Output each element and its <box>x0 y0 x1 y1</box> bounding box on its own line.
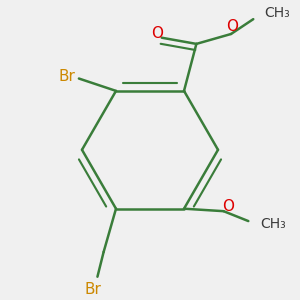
Text: O: O <box>151 26 163 41</box>
Text: Br: Br <box>58 68 75 83</box>
Text: O: O <box>223 199 235 214</box>
Text: CH₃: CH₃ <box>264 6 290 20</box>
Text: CH₃: CH₃ <box>261 217 286 230</box>
Text: Br: Br <box>84 282 101 297</box>
Text: O: O <box>226 19 238 34</box>
